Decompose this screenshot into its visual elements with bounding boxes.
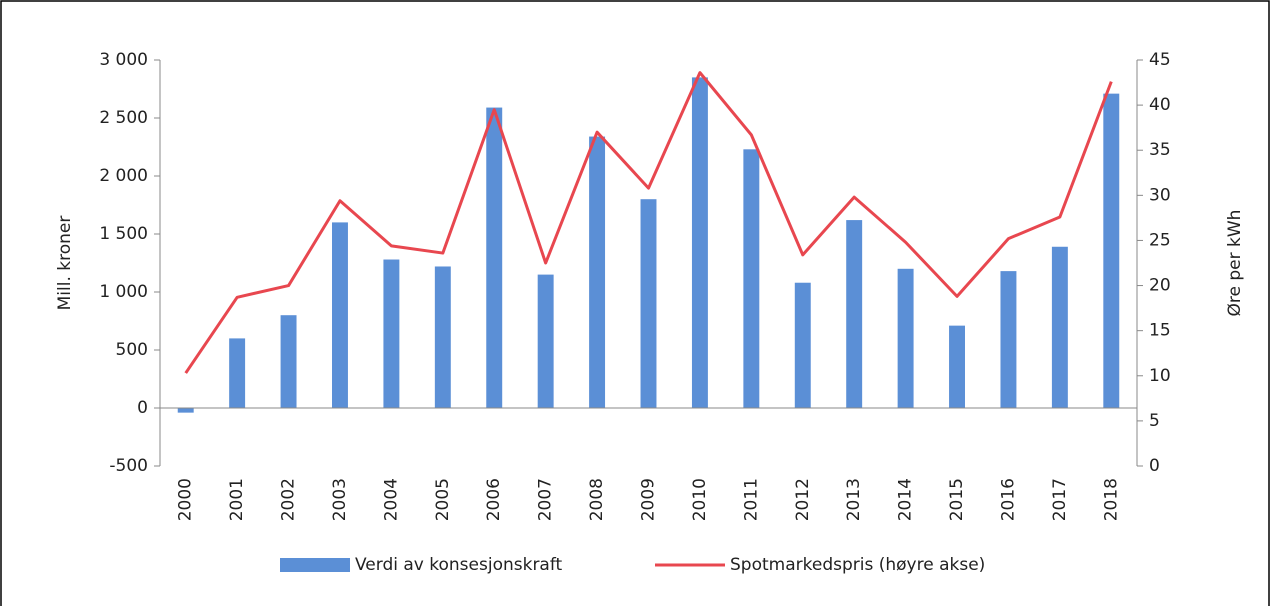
bar [949,325,965,408]
bar [897,268,914,408]
x-tick-label: 2012 [793,478,813,521]
bar [229,338,246,408]
bar [486,107,503,408]
bar [1103,93,1120,408]
bar [794,282,811,408]
y2-tick-label: 40 [1149,95,1171,115]
x-tick-label: 2005 [433,478,453,521]
x-tick-label: 2017 [1050,478,1070,521]
bar [846,220,863,408]
y-tick-label: 3 000 [99,50,148,70]
bar [691,77,708,409]
bar [332,222,348,408]
y2-tick-label: 30 [1149,185,1171,205]
legend-swatch [280,558,350,572]
y-axis-title: Mill. kroner [55,216,75,311]
y2-tick-label: 15 [1149,321,1171,341]
y-tick-label: 500 [116,340,148,360]
bar [177,408,194,413]
y-tick-label: 1 500 [99,224,148,244]
bar [640,199,657,408]
y-tick-label: 2 500 [99,108,148,128]
legend-label: Verdi av konsesjonskraft [355,555,563,575]
bar [743,149,760,408]
legend-label: Spotmarkedspris (høyre akse) [730,555,985,575]
x-tick-label: 2010 [690,478,710,521]
x-tick-label: 2014 [896,478,916,521]
x-tick-label: 2004 [381,478,401,521]
x-tick-label: 2000 [176,478,196,521]
y-tick-label: 1 000 [99,282,148,302]
x-tick-label: 2018 [1101,478,1121,521]
bar [383,259,400,408]
y2-tick-label: 45 [1149,50,1171,70]
x-tick-label: 2009 [639,478,659,521]
bar [280,315,297,408]
x-tick-label: 2015 [947,478,967,521]
x-tick-label: 2011 [741,478,761,521]
bar [537,274,554,408]
y-tick-label: -500 [109,456,148,476]
y-tick-label: 0 [137,398,148,418]
bar [1051,246,1068,408]
x-tick-label: 2002 [279,478,299,521]
x-tick-label: 2001 [227,478,247,521]
y2-tick-label: 10 [1149,366,1171,386]
y2-axis-title: Øre per kWh [1225,210,1245,317]
line [184,71,1113,374]
y2-tick-label: 20 [1149,276,1171,296]
bar [434,266,451,408]
x-tick-label: 2008 [587,478,607,521]
bar [589,136,606,408]
x-tick-label: 2003 [330,478,350,521]
x-tick-label: 2007 [536,478,556,521]
x-tick-label: 2013 [844,478,864,521]
y2-tick-label: 5 [1149,411,1160,431]
y2-tick-label: 35 [1149,140,1171,160]
bar [1000,271,1017,408]
y2-tick-label: 0 [1149,456,1160,476]
y-tick-label: 2 000 [99,166,148,186]
y2-tick-label: 25 [1149,230,1171,250]
x-tick-label: 2006 [484,478,504,521]
x-tick-label: 2016 [998,478,1018,521]
